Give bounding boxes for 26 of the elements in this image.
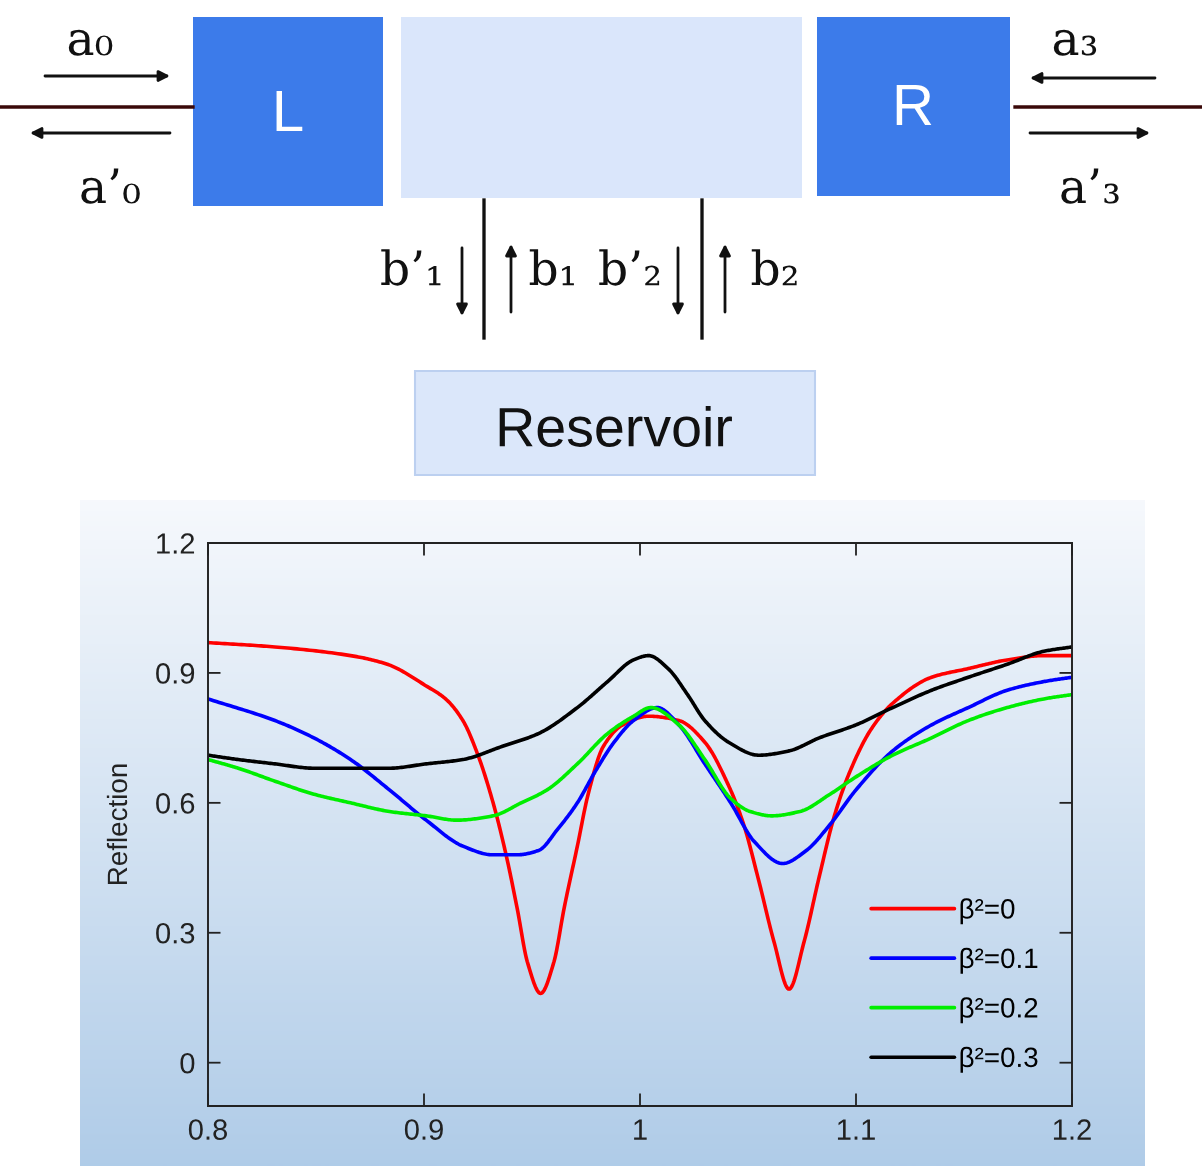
y-tick-label: 1.2 [157,533,195,554]
text: b₁ [529,249,574,286]
text: b₂ [751,249,797,286]
text: a’₀ [81,168,140,204]
text: Reservoir [499,406,732,447]
text: L [276,90,303,132]
x-tick-label: 1.2 [1053,1119,1091,1140]
text: R [896,84,932,126]
y-tick-label: 0.3 [156,922,195,944]
x-tick-label: 1 [634,1119,647,1140]
y-axis-title: Reflection [106,764,128,884]
legend-label: β²=0 [960,898,1015,925]
text: a₃ [1053,29,1097,56]
x-tick-label: 0.9 [404,1119,443,1140]
text: a₀ [68,29,113,56]
y-tick-label: 0.6 [156,793,195,814]
text: b’₁ [381,249,441,286]
y-tick-label: 0 [180,1052,195,1074]
x-tick-label: 0.8 [188,1119,228,1140]
text: b’₂ [599,249,660,286]
legend-label: β²=0.1 [960,947,1038,974]
x-tick-label: 1.1 [837,1119,875,1140]
y-tick-label: 0.9 [156,663,195,684]
text: a’₃ [1061,168,1119,204]
legend-label: β²=0.3 [960,1046,1038,1073]
legend-label: β²=0.2 [960,997,1038,1024]
